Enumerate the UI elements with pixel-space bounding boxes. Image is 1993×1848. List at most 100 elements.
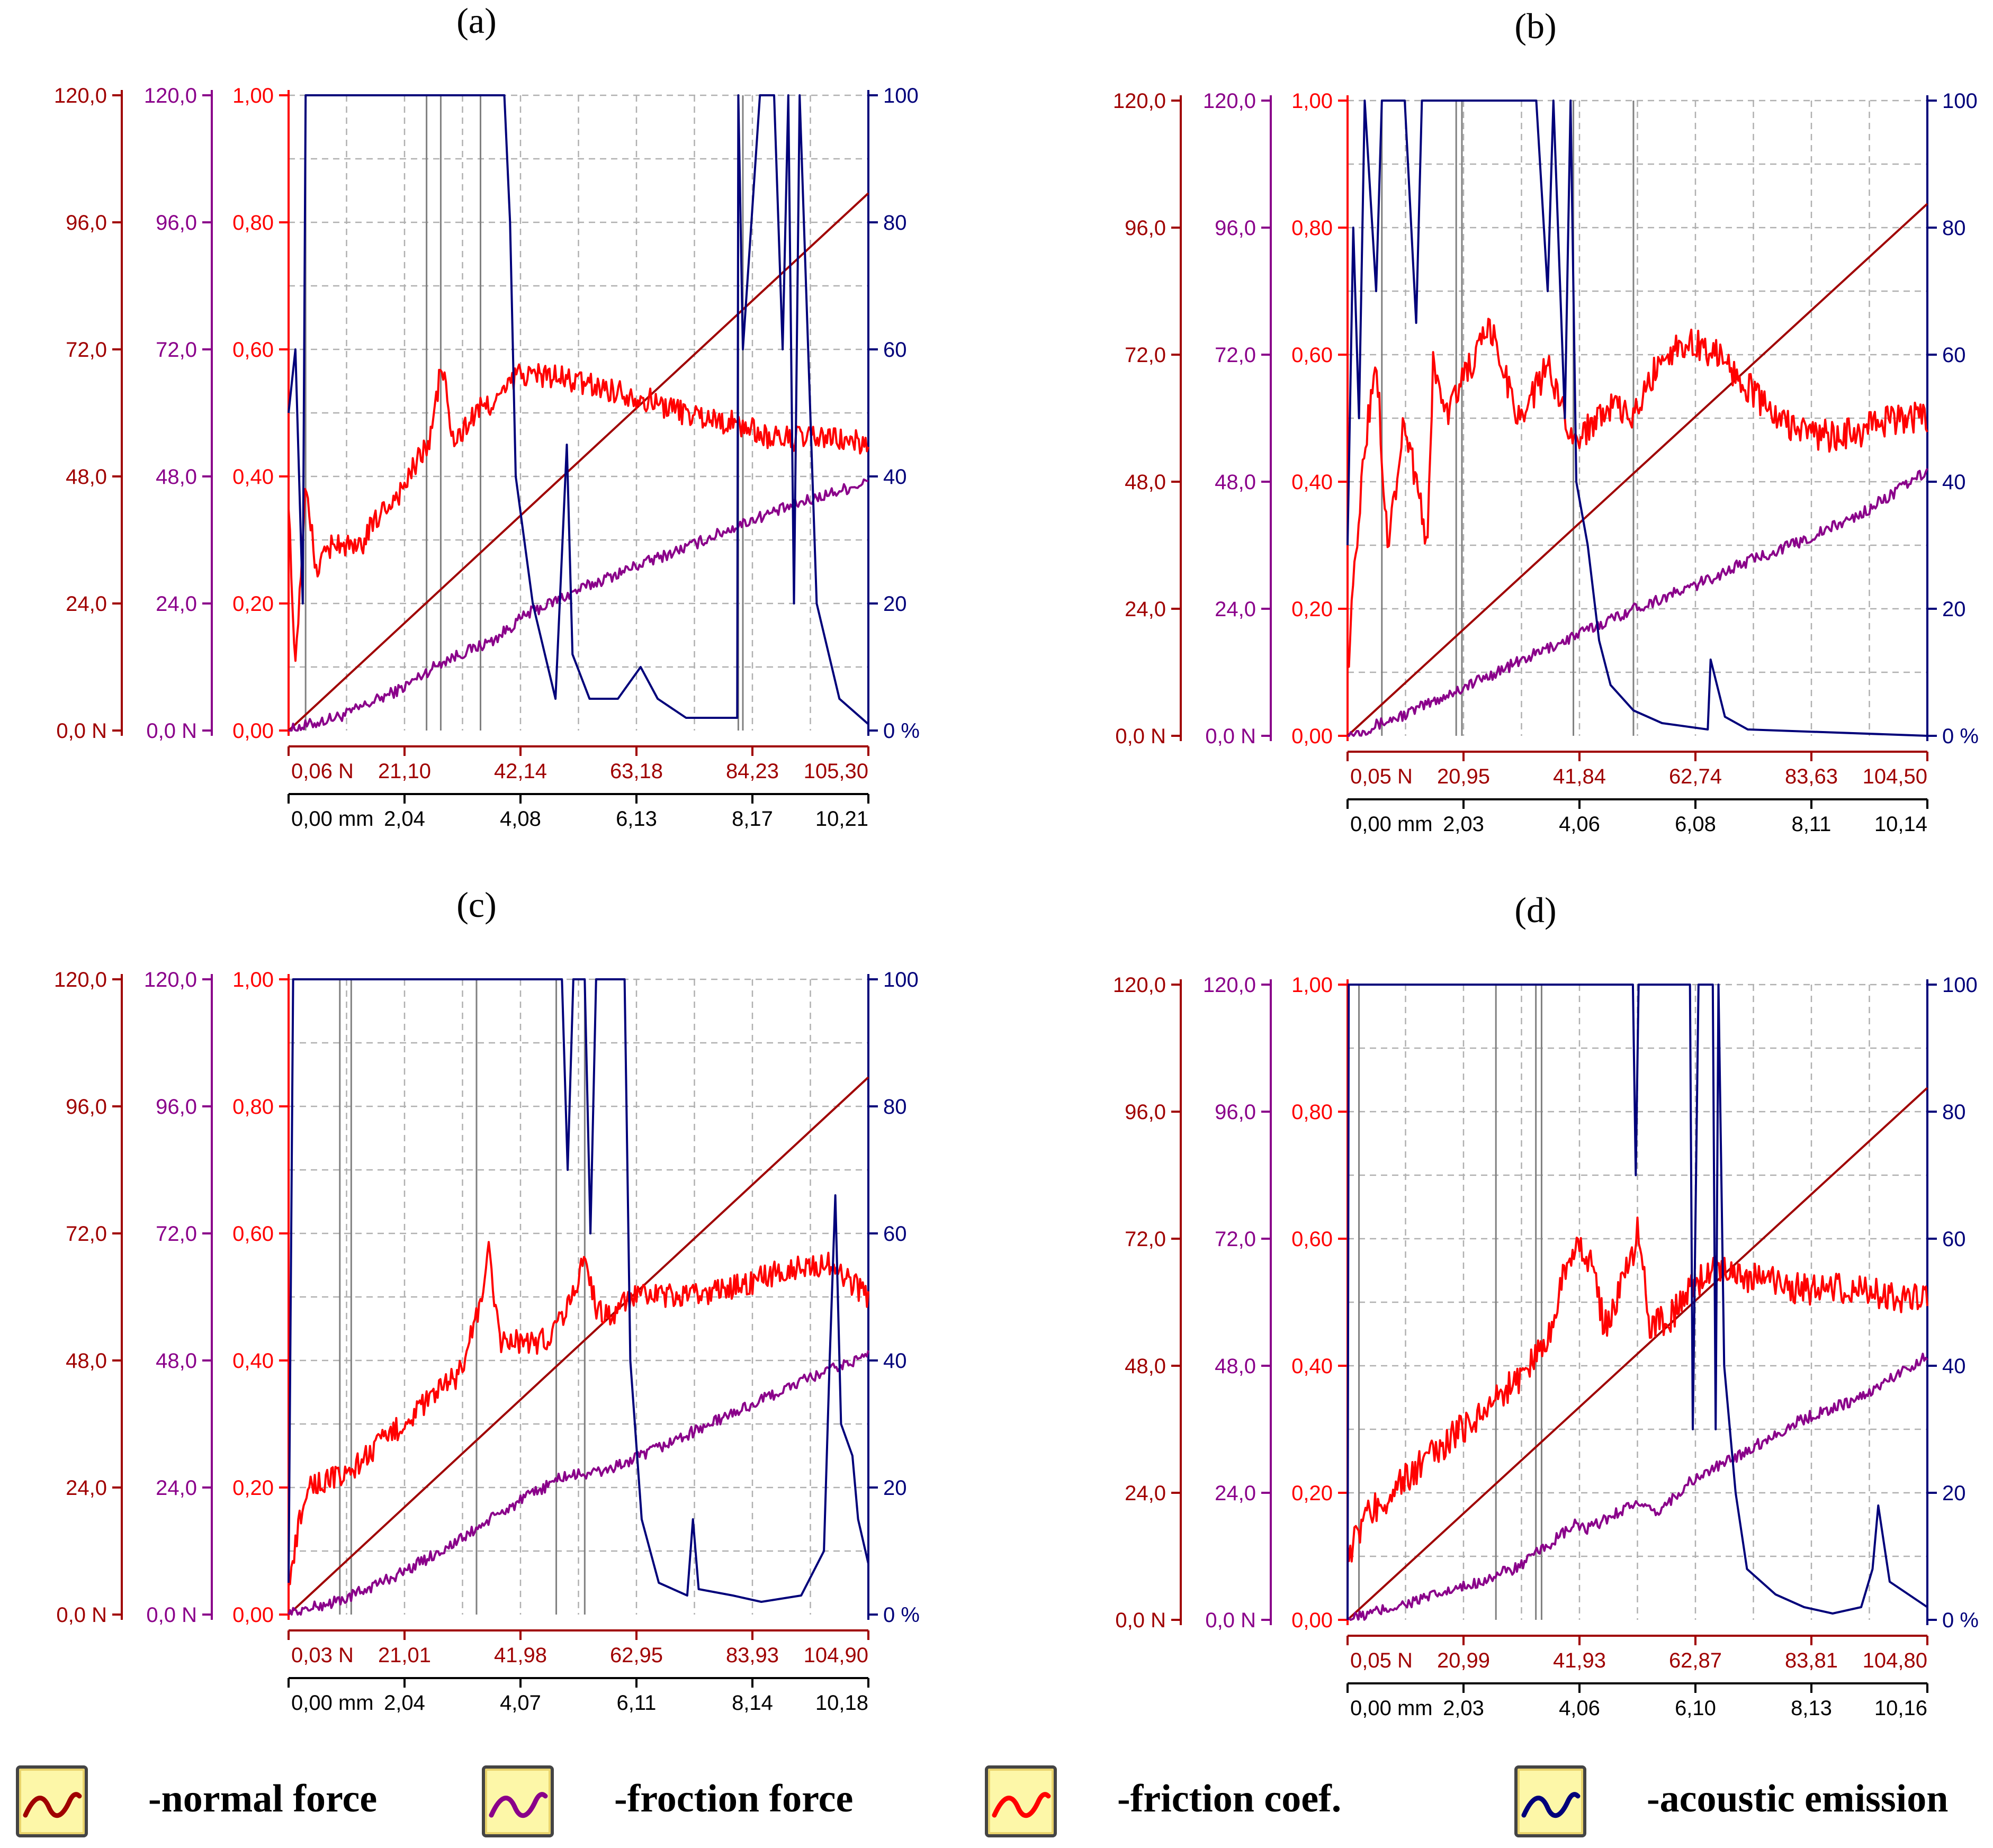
tick-label: 24,0	[1215, 1482, 1256, 1505]
tick-label: 0,0 N	[1205, 1609, 1256, 1632]
tick-label: 24,0	[1125, 598, 1166, 621]
grid	[289, 978, 868, 1615]
grid	[289, 94, 868, 731]
x-axis-distance: 0,00 mm 2,04 4,08 6,13 8,17 10,21	[288, 793, 869, 831]
tick-label: 105,30	[804, 760, 868, 783]
tick-label: 20	[1942, 1482, 1966, 1505]
swatch-wave	[992, 1792, 1051, 1818]
tick-label: 120,0	[1203, 973, 1256, 997]
tick-label: 0,00 mm	[1350, 813, 1433, 836]
series-friction-coef-line	[1346, 1216, 1928, 1563]
x-axis-force: 0,06 N 21,10 42,14 63,18 84,23 105,30	[288, 745, 869, 783]
chart-svg: 120,0 96,0 72,0 48,0 24,0 0,0 N 120,0 96,0 72,0 4…	[54, 968, 920, 1715]
x-axis-force: 0,05 N 20,95 41,84 62,74 83,63 104,50	[1346, 751, 1928, 788]
tick-label: 0,80	[1291, 1101, 1333, 1124]
tick-label: 120,0	[1203, 89, 1256, 113]
chart-panel-a: (a) 120,0 96,0 72,0 48,0 24,0 0,0 N 120,0 96,0 72…	[0, 0, 932, 847]
tick-label: 6,13	[616, 807, 657, 831]
tick-label: 21,01	[378, 1644, 431, 1667]
tick-label: 1,00	[232, 84, 274, 107]
wave-swatch-icon	[985, 1765, 1057, 1837]
tick-label: 96,0	[1215, 217, 1256, 240]
tick-label: 120,0	[144, 84, 197, 107]
wave-swatch-icon	[482, 1765, 554, 1837]
swatch-wave	[1521, 1792, 1581, 1818]
swatch-wave	[489, 1792, 548, 1818]
tick-label: 48,0	[1125, 471, 1166, 494]
series-acoustic-emission-line	[288, 94, 869, 725]
tick-label: 120,0	[54, 84, 107, 107]
tick-label: 20,99	[1437, 1649, 1490, 1672]
tick-label: 40	[1942, 471, 1966, 494]
tick-label: 100	[883, 84, 919, 107]
grid	[1348, 100, 1927, 736]
y-axis-friction-coef: 1,00 0,80 0,60 0,40 0,20 0,00	[1291, 973, 1349, 1632]
tick-label: 0,40	[232, 465, 274, 489]
tick-label: 0,06 N	[291, 760, 354, 783]
tick-label: 0,60	[232, 338, 274, 362]
y-axis-acoustic-emission: 100 80 60 40 20 0 %	[867, 968, 920, 1627]
tick-label: 0,20	[1291, 598, 1333, 621]
tick-label: 0,20	[232, 592, 274, 616]
tick-label: 0,0 N	[56, 719, 107, 743]
y-axis-friction-force: 120,0 96,0 72,0 48,0 24,0 0,0 N	[1203, 973, 1272, 1632]
tick-label: 2,03	[1443, 1697, 1484, 1720]
y-axis-friction-force: 120,0 96,0 72,0 48,0 24,0 0,0 N	[144, 84, 213, 743]
tick-label: 40	[883, 465, 907, 489]
tick-label: 104,90	[804, 1644, 868, 1667]
tick-label: 48,0	[156, 465, 197, 489]
tick-label: 63,18	[610, 760, 663, 783]
tick-label: 0,60	[1291, 1228, 1333, 1251]
y-axis-acoustic-emission: 100 80 60 40 20 0 %	[1926, 973, 1979, 1632]
tick-label: 72,0	[1215, 344, 1256, 367]
tick-label: 0,0 N	[56, 1603, 107, 1627]
series-acoustic-emission-line	[288, 978, 869, 1603]
swatch-wave	[23, 1792, 82, 1818]
tick-label: 80	[1942, 1101, 1966, 1124]
y-axis-friction-coef: 1,00 0,80 0,60 0,40 0,20 0,00	[232, 84, 290, 743]
tick-label: 0,0 N	[146, 1603, 197, 1627]
tick-label: 2,03	[1443, 813, 1484, 836]
tick-label: 72,0	[1215, 1228, 1256, 1251]
tick-label: 96,0	[156, 1095, 197, 1119]
chart-svg: 120,0 96,0 72,0 48,0 24,0 0,0 N 120,0 96,0 72,0 4…	[1113, 89, 1979, 836]
tick-label: 20	[1942, 598, 1966, 621]
panel-title: (c)	[456, 885, 497, 925]
y-axis-acoustic-emission: 100 80 60 40 20 0 %	[1926, 89, 1979, 748]
series-acoustic-emission-line	[1346, 100, 1928, 737]
tick-label: 6,11	[617, 1691, 657, 1715]
tick-label: 0,0 N	[146, 719, 197, 743]
tick-label: 0,0 N	[1205, 725, 1256, 748]
tick-label: 1,00	[1291, 973, 1333, 997]
tick-label: 4,06	[1559, 1697, 1600, 1720]
tick-label: 1,00	[232, 968, 274, 991]
tick-label: 120,0	[1113, 973, 1166, 997]
tick-label: 20	[883, 592, 907, 616]
tick-label: 104,80	[1863, 1649, 1927, 1672]
tick-label: 0,80	[1291, 217, 1333, 240]
tick-label: 48,0	[156, 1349, 197, 1373]
tick-label: 24,0	[66, 1476, 107, 1500]
x-axis-distance: 0,00 mm 2,03 4,06 6,10 8,13 10,16	[1346, 1682, 1928, 1720]
tick-label: 0,00	[232, 719, 274, 743]
y-axis-friction-force: 120,0 96,0 72,0 48,0 24,0 0,0 N	[144, 968, 213, 1627]
y-axis-normal-force: 120,0 96,0 72,0 48,0 24,0 0,0 N	[1113, 89, 1182, 748]
tick-label: 48,0	[1125, 1355, 1166, 1378]
tick-label: 0,40	[1291, 1355, 1333, 1378]
tick-label: 21,10	[378, 760, 431, 783]
chart-svg: 120,0 96,0 72,0 48,0 24,0 0,0 N 120,0 96,0 72,0 4…	[54, 84, 920, 831]
tick-label: 83,81	[1785, 1649, 1838, 1672]
tick-label: 2,04	[384, 807, 425, 831]
tick-label: 0,05 N	[1350, 1649, 1413, 1672]
tick-label: 48,0	[1215, 1355, 1256, 1378]
legend-label: -acoustic emission	[1647, 1777, 1949, 1820]
legend-label: -normal force	[148, 1777, 378, 1820]
tick-label: 8,17	[732, 807, 773, 831]
tick-label: 1,00	[1291, 89, 1333, 113]
tick-label: 4,07	[500, 1691, 541, 1715]
tick-label: 96,0	[1125, 217, 1166, 240]
tick-label: 60	[1942, 1228, 1966, 1251]
tick-label: 72,0	[66, 338, 107, 362]
legend-label: -friction coef.	[1117, 1777, 1342, 1820]
tick-label: 0,05 N	[1350, 765, 1413, 788]
